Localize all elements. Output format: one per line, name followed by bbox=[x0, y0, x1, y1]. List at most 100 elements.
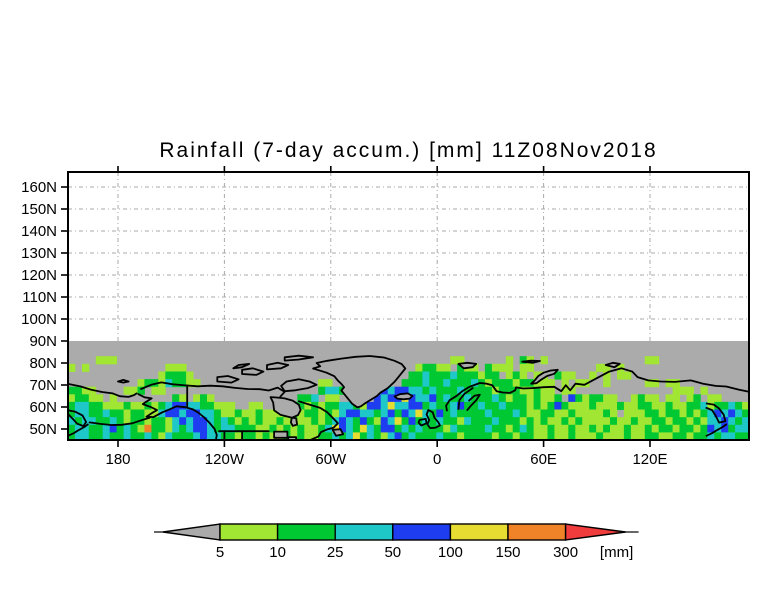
rain-cell bbox=[693, 409, 701, 418]
rain-cell bbox=[234, 417, 243, 426]
rain-cell bbox=[603, 417, 611, 426]
rain-cell bbox=[151, 417, 159, 426]
rain-cell bbox=[429, 363, 437, 372]
colorbar-units-label: [mm] bbox=[600, 544, 633, 561]
rain-cell bbox=[443, 394, 451, 403]
rain-cell bbox=[491, 424, 500, 433]
rain-cell bbox=[644, 432, 653, 441]
rain-cell bbox=[422, 424, 430, 433]
rain-cell bbox=[644, 409, 653, 418]
rain-cell bbox=[478, 409, 486, 418]
rain-cell bbox=[213, 424, 222, 433]
rain-cell bbox=[478, 417, 486, 426]
rain-cell bbox=[658, 424, 667, 433]
rain-cell bbox=[728, 417, 736, 426]
rain-cell bbox=[450, 417, 458, 426]
rain-cell bbox=[186, 401, 194, 410]
rain-cell bbox=[637, 417, 646, 426]
rain-cell bbox=[471, 379, 479, 388]
rain-cell bbox=[443, 409, 451, 418]
x-tick-label: 120E bbox=[632, 451, 667, 468]
rain-cell bbox=[658, 401, 667, 410]
rain-cell bbox=[179, 417, 187, 426]
rain-cell bbox=[478, 401, 486, 410]
rain-cell bbox=[241, 424, 250, 433]
rain-cell bbox=[484, 394, 493, 403]
rain-cell bbox=[568, 371, 576, 380]
rain-cell bbox=[568, 401, 576, 410]
rain-cell bbox=[589, 424, 597, 433]
rain-cell bbox=[540, 417, 548, 426]
rain-cell bbox=[81, 409, 90, 418]
rain-cell bbox=[408, 371, 416, 380]
rain-cell bbox=[81, 401, 90, 410]
rain-cell bbox=[644, 394, 653, 403]
rain-cell bbox=[533, 401, 541, 410]
rain-cell bbox=[179, 424, 187, 433]
rain-cell bbox=[644, 379, 653, 388]
rain-cell bbox=[526, 363, 534, 372]
coastline-ireland bbox=[417, 418, 428, 427]
rain-cell bbox=[422, 401, 430, 410]
coastline-alaska-north-coast bbox=[140, 381, 286, 398]
rain-cell bbox=[165, 371, 173, 380]
rain-cell bbox=[686, 409, 694, 418]
y-tick-label: 100N bbox=[21, 311, 57, 328]
rain-cell bbox=[186, 424, 194, 433]
rain-cell bbox=[123, 432, 131, 441]
rain-cell bbox=[526, 401, 534, 410]
rain-cell bbox=[422, 371, 430, 380]
rain-cell bbox=[172, 424, 180, 433]
coastline-newfoundland bbox=[331, 428, 345, 437]
rain-cell bbox=[672, 386, 680, 395]
rain-cell bbox=[311, 424, 319, 433]
rain-cell bbox=[339, 401, 347, 410]
rain-cell bbox=[213, 409, 222, 418]
rain-cell bbox=[359, 409, 368, 418]
rain-cell bbox=[589, 371, 597, 380]
rain-cell bbox=[519, 386, 528, 395]
rain-cell bbox=[617, 371, 625, 380]
rain-cell bbox=[318, 379, 326, 388]
rain-cell bbox=[512, 401, 521, 410]
rain-cell bbox=[582, 401, 590, 410]
rain-cell bbox=[81, 432, 90, 441]
rain-cell bbox=[742, 432, 750, 441]
rain-cell bbox=[332, 409, 340, 418]
rain-cell bbox=[401, 417, 409, 426]
rain-cell bbox=[526, 409, 534, 418]
rain-cell bbox=[505, 386, 514, 395]
rain-cell bbox=[644, 417, 653, 426]
rain-cell bbox=[575, 417, 583, 426]
coastline-baltic-coast bbox=[466, 393, 481, 411]
rain-cell bbox=[415, 432, 423, 441]
rain-cell bbox=[582, 432, 590, 441]
rain-cell bbox=[568, 424, 576, 433]
rain-cell bbox=[401, 386, 409, 395]
rain-cell bbox=[665, 424, 673, 433]
rain-cell bbox=[540, 424, 548, 433]
coastline-kamchatka-west bbox=[67, 409, 87, 427]
rain-cell bbox=[554, 409, 562, 418]
rain-cell bbox=[589, 401, 597, 410]
rain-cell bbox=[387, 401, 396, 410]
rain-cell bbox=[172, 432, 180, 441]
rain-cell bbox=[603, 432, 611, 441]
rain-cell bbox=[533, 424, 541, 433]
coastline-severnaya-zemlya bbox=[604, 361, 621, 369]
rain-cell bbox=[102, 409, 111, 418]
rain-cell bbox=[248, 409, 257, 418]
rain-cell bbox=[519, 401, 528, 410]
rain-cell bbox=[248, 401, 257, 410]
rain-cell bbox=[137, 409, 145, 418]
rain-cell bbox=[700, 424, 708, 433]
rain-cell bbox=[68, 409, 76, 418]
rain-cell bbox=[561, 371, 569, 380]
rain-cell bbox=[137, 379, 145, 388]
y-tick-label: 160N bbox=[21, 179, 57, 196]
rain-cell bbox=[401, 379, 409, 388]
rain-cell bbox=[450, 379, 458, 388]
rain-cell bbox=[193, 379, 201, 388]
rain-cell bbox=[519, 417, 528, 426]
rain-cell bbox=[617, 424, 625, 433]
